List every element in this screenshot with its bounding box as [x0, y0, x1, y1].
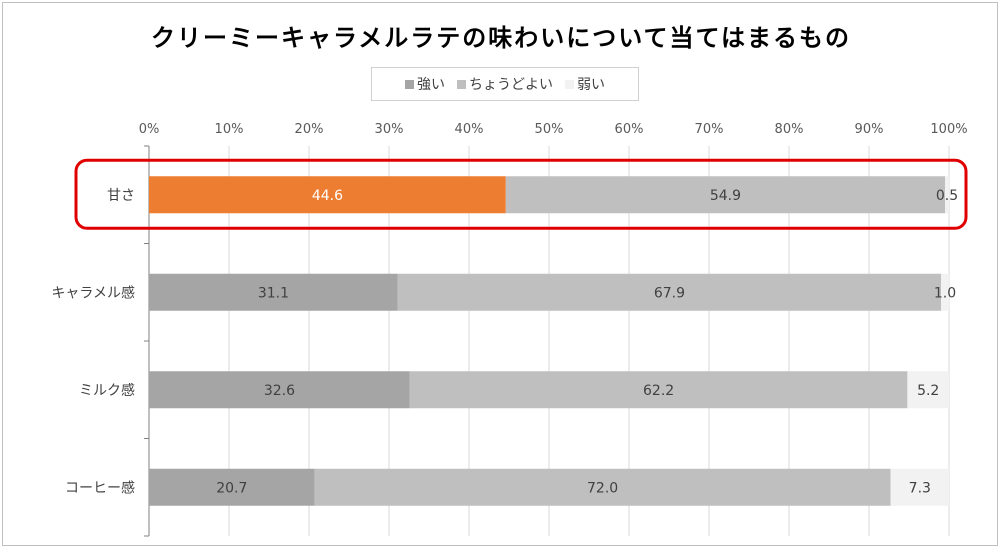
bar-segment [149, 468, 315, 506]
data-label: 1.0 [934, 285, 956, 301]
category-label: キャラメル感 [51, 284, 135, 301]
data-label: 67.9 [654, 285, 685, 301]
legend-item-weak: 弱い [565, 74, 605, 94]
data-label: 44.6 [312, 188, 343, 204]
bar-segment [397, 273, 941, 311]
chart-title: クリーミーキャラメルラテの味わいについて当てはまるもの [150, 24, 852, 52]
legend-label-weak: 弱い [577, 77, 605, 93]
legend-swatch-weak [565, 79, 574, 89]
x-tick-label: 10% [215, 122, 244, 137]
data-label: 54.9 [710, 188, 741, 204]
x-tick-label: 70% [695, 122, 724, 137]
data-label: 62.2 [643, 383, 674, 399]
bar-segment [149, 273, 398, 311]
category-label: 甘さ [107, 188, 135, 204]
bar-segment [505, 176, 945, 214]
data-label: 7.3 [909, 480, 931, 496]
bar-segment [907, 371, 949, 409]
legend-label-strong: 強い [417, 77, 445, 93]
x-tick-label: 20% [295, 122, 324, 137]
bar-segment [941, 273, 949, 311]
data-label: 31.1 [258, 285, 289, 301]
x-tick-label: 40% [455, 122, 484, 137]
data-label: 72.0 [587, 480, 618, 496]
x-tick-label: 50% [535, 122, 564, 137]
x-tick-label: 90% [855, 122, 884, 137]
legend-swatch-strong [405, 79, 414, 89]
bar-segment [945, 176, 949, 214]
x-tick-label: 80% [775, 122, 804, 137]
data-label: 20.7 [216, 480, 247, 496]
data-label: 32.6 [264, 383, 295, 399]
category-label: コーヒー感 [65, 479, 135, 496]
highlight-outline [74, 158, 968, 230]
legend: 強い ちょうどよい 弱い [371, 67, 639, 101]
bar-segment [149, 176, 506, 214]
bar-segment [314, 468, 891, 506]
bar-segment [890, 468, 949, 506]
bar-segment [149, 371, 410, 409]
data-label: 0.5 [936, 188, 958, 204]
x-tick-label: 60% [615, 122, 644, 137]
x-tick-label: 30% [375, 122, 404, 137]
data-label: 5.2 [917, 383, 939, 399]
bar-segment [409, 371, 908, 409]
legend-item-strong: 強い [405, 74, 445, 94]
legend-item-just-right: ちょうどよい [457, 74, 553, 94]
category-label: ミルク感 [79, 382, 135, 399]
legend-swatch-just-right [457, 79, 466, 89]
legend-label-just-right: ちょうどよい [469, 77, 553, 93]
x-tick-label: 0% [139, 122, 160, 137]
x-tick-label: 100% [930, 122, 967, 137]
